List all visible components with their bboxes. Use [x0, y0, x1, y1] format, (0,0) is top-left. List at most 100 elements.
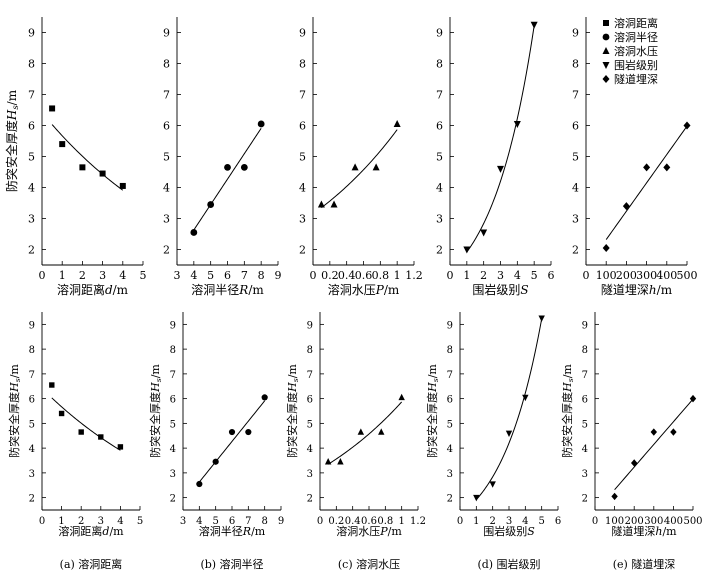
- y-tick-label: 7: [572, 89, 579, 102]
- x-tick-label: 5: [140, 269, 147, 282]
- y-tick-label: 8: [582, 345, 588, 356]
- y-tick-label: 2: [447, 494, 453, 505]
- data-point: [117, 444, 124, 450]
- data-point: [663, 163, 671, 172]
- y-axis-label: 防突安全厚度Hs/m: [4, 89, 20, 192]
- data-point: [49, 105, 56, 112]
- y-tick-label: 8: [572, 58, 579, 71]
- data-point: [611, 492, 618, 501]
- x-tick-label: 3: [98, 516, 104, 527]
- x-tick-label: 0: [457, 516, 463, 527]
- x-tick-label: 0.6: [361, 516, 377, 527]
- y-tick-label: 9: [436, 27, 443, 40]
- data-point: [689, 394, 697, 403]
- x-tick-label: 4: [522, 516, 528, 527]
- y-tick-label: 9: [170, 320, 176, 331]
- y-tick-label: 6: [436, 120, 443, 133]
- y-tick-label: 4: [447, 444, 453, 455]
- data-point: [522, 394, 529, 402]
- x-tick-label: 3: [180, 516, 186, 527]
- legend-label: 隧道埋深: [614, 72, 658, 86]
- x-tick-label: 4: [196, 516, 202, 527]
- x-tick-label: 0.2: [321, 269, 339, 282]
- panel-caption: (b) 溶洞半径: [200, 557, 263, 571]
- y-tick-label: 2: [28, 244, 35, 257]
- x-tick-label: 100: [605, 516, 624, 527]
- data-point: [78, 429, 84, 435]
- data-point: [119, 182, 126, 189]
- y-tick-label: 4: [29, 444, 35, 455]
- x-axis-label: 围岩级别S: [483, 524, 535, 538]
- x-tick-label: 4: [117, 516, 123, 527]
- legend-marker: [602, 33, 610, 41]
- x-axis-label: 隧道埋深h/m: [601, 282, 673, 297]
- x-tick-label: 200: [625, 516, 644, 527]
- x-tick-label: 0: [583, 269, 590, 282]
- y-tick-label: 9: [572, 27, 579, 40]
- y-tick-label: 5: [572, 151, 579, 164]
- panel-caption: (d) 围岩级别: [477, 557, 540, 571]
- y-tick-label: 6: [299, 120, 306, 133]
- y-tick-label: 6: [28, 120, 35, 133]
- y-tick-label: 4: [307, 444, 313, 455]
- y-tick-label: 5: [29, 419, 35, 430]
- y-tick-label: 6: [307, 395, 313, 406]
- data-point: [79, 164, 86, 171]
- data-point: [49, 382, 55, 388]
- fit-curve: [605, 125, 688, 240]
- x-tick-label: 1: [58, 516, 64, 527]
- data-point: [489, 481, 496, 488]
- data-point: [463, 246, 471, 254]
- y-tick-label: 4: [299, 182, 306, 195]
- x-axis-label: 溶洞水压P/m: [336, 524, 402, 538]
- fit-curve: [51, 397, 121, 451]
- x-tick-label: 3: [506, 516, 512, 527]
- x-tick-label: 200: [616, 269, 637, 282]
- y-tick-label: 2: [307, 494, 313, 505]
- x-tick-label: 6: [548, 269, 555, 282]
- y-tick-label: 7: [582, 370, 588, 381]
- y-tick-label: 8: [447, 345, 453, 356]
- data-point: [245, 428, 252, 436]
- y-tick-label: 3: [307, 469, 313, 480]
- x-tick-label: 9: [275, 269, 282, 282]
- y-tick-label: 5: [307, 419, 313, 430]
- y-tick-label: 8: [29, 345, 35, 356]
- data-point: [330, 200, 338, 208]
- x-tick-label: 500: [683, 516, 702, 527]
- x-tick-label: 1: [59, 269, 66, 282]
- y-axis-label: 防突安全厚度Hs/m: [560, 364, 575, 458]
- x-tick-label: 3: [174, 269, 181, 282]
- data-point: [240, 163, 248, 171]
- data-point: [257, 120, 265, 128]
- data-point: [473, 494, 480, 502]
- data-point: [317, 200, 325, 208]
- y-tick-label: 2: [299, 244, 306, 257]
- x-tick-label: 1.2: [405, 269, 423, 282]
- y-tick-label: 2: [582, 494, 588, 505]
- x-tick-label: 0: [39, 516, 45, 527]
- x-tick-label: 0.8: [372, 269, 390, 282]
- x-tick-label: 5: [137, 516, 143, 527]
- y-tick-label: 4: [582, 444, 588, 455]
- y-tick-label: 2: [170, 494, 176, 505]
- y-tick-label: 8: [307, 345, 313, 356]
- y-tick-label: 7: [163, 89, 170, 102]
- data-point: [190, 229, 198, 236]
- data-point: [650, 428, 657, 436]
- y-tick-label: 5: [170, 419, 176, 430]
- y-tick-label: 9: [299, 27, 306, 40]
- x-tick-label: 400: [656, 269, 677, 282]
- data-point: [212, 458, 219, 465]
- y-axis-label: 防突安全厚度Hs/m: [425, 364, 440, 458]
- y-tick-label: 2: [572, 244, 579, 257]
- data-point: [393, 119, 401, 127]
- data-point: [351, 163, 359, 171]
- x-tick-label: 2: [489, 516, 495, 527]
- x-tick-label: 400: [664, 516, 683, 527]
- legend-label: 溶洞水压: [614, 44, 658, 58]
- y-tick-label: 2: [436, 244, 443, 257]
- data-point: [99, 170, 106, 177]
